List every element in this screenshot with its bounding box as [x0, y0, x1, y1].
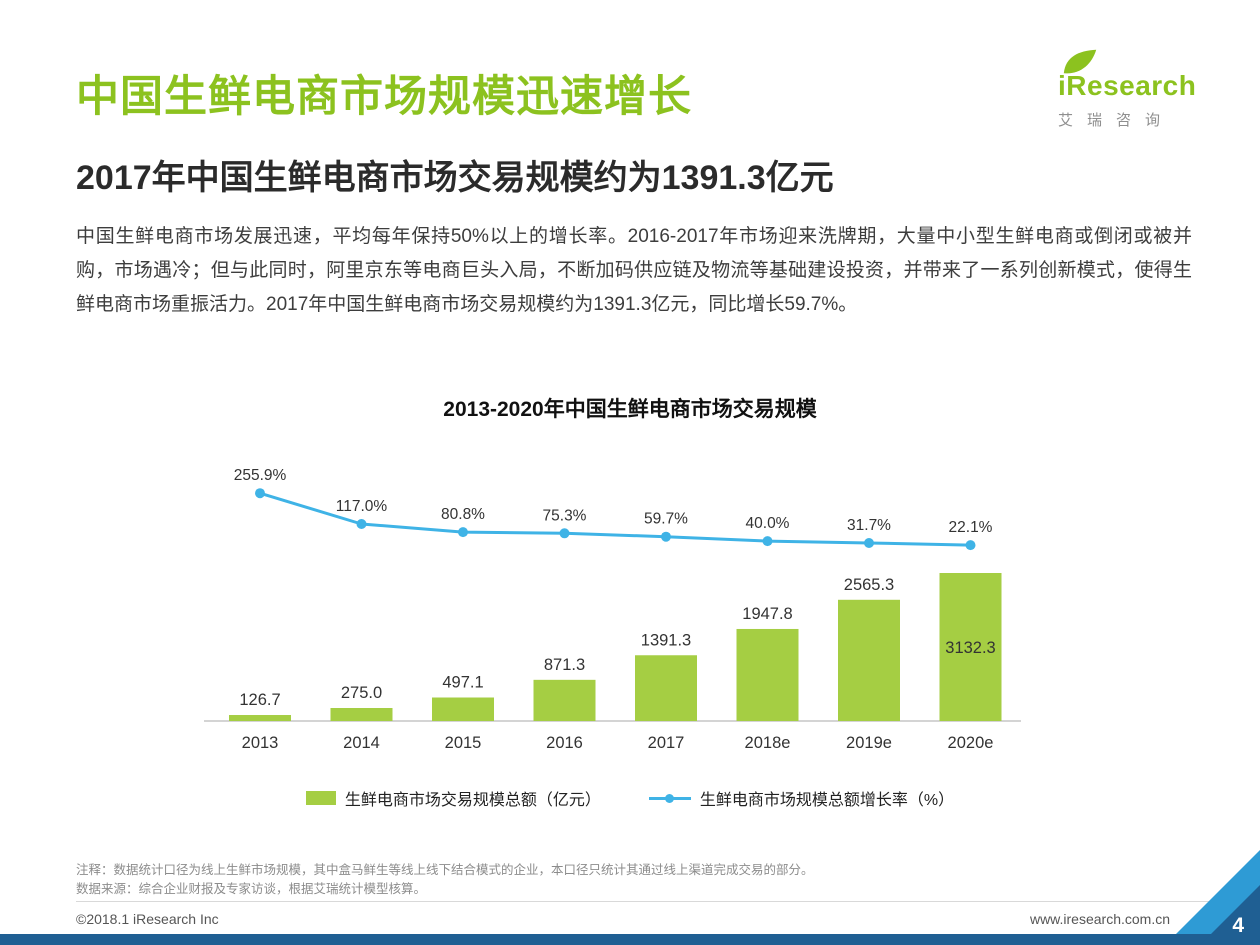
page-title: 中国生鲜电商市场规模迅速增长: [76, 73, 692, 121]
bar-label-2016: 871.3: [544, 656, 585, 674]
footnotes: 注释：数据统计口径为线上生鲜市场规模，其中盒马鲜生等线上线下结合模式的企业，本口…: [76, 861, 814, 899]
footer-divider: [76, 901, 1260, 902]
axis-label-2015: 2015: [445, 734, 482, 752]
bottom-strip: [0, 934, 1260, 945]
iresearch-logo: iResearch 艾瑞咨询: [1058, 48, 1208, 130]
legend-bar-label: 生鲜电商市场交易规模总额（亿元）: [344, 792, 601, 809]
chart-legend: 生鲜电商市场交易规模总额（亿元） 生鲜电商市场规模总额增长率（%）: [76, 786, 1184, 810]
line-point-2019e: [864, 538, 874, 548]
bar-label-2017: 1391.3: [641, 631, 691, 649]
bar-label-2020e: 3132.3: [945, 639, 995, 657]
axis-label-2020e: 2020e: [948, 734, 994, 752]
page-number: 4: [1232, 914, 1244, 937]
logo-brand-cn: 艾瑞咨询: [1058, 112, 1175, 129]
legend-bar-swatch: [305, 791, 336, 805]
bar-2017: [635, 655, 697, 721]
leaf-icon: [1063, 49, 1097, 74]
line-point-2016: [559, 528, 570, 539]
axis-label-2017: 2017: [648, 734, 685, 752]
legend-item-bars: 生鲜电商市场交易规模总额（亿元）: [305, 786, 601, 810]
bar-2020e: [939, 573, 1002, 721]
growth-label-2015: 80.8%: [441, 506, 485, 523]
line-point-2015: [458, 527, 468, 538]
bar-label-2018e: 1947.8: [742, 605, 792, 623]
axis-label-2019e: 2019e: [846, 734, 892, 752]
growth-label-2018e: 40.0%: [746, 515, 790, 532]
footnote-source: 数据来源：综合企业财报及专家访谈，根据艾瑞统计模型核算。: [76, 882, 427, 896]
axis-label-2014: 2014: [343, 734, 380, 752]
legend-line-label: 生鲜电商市场规模总额增长率（%）: [699, 792, 955, 809]
growth-label-2017: 59.7%: [644, 511, 688, 528]
growth-label-2013: 255.9%: [234, 467, 287, 484]
page-subtitle: 2017年中国生鲜电商市场交易规模约为1391.3亿元: [76, 159, 834, 197]
line-point-2020e: [965, 540, 976, 551]
axis-label-2018e: 2018e: [745, 734, 791, 752]
intro-paragraph: 中国生鲜电商市场发展迅速，平均每年保持50%以上的增长率。2016-2017年市…: [76, 226, 1192, 315]
footnote-scope: 注释：数据统计口径为线上生鲜市场规模，其中盒马鲜生等线上线下结合模式的企业，本口…: [76, 863, 814, 877]
axis-label-2013: 2013: [242, 734, 279, 752]
bar-label-2019e: 2565.3: [844, 576, 894, 594]
axis-label-2016: 2016: [546, 734, 583, 752]
growth-label-2020e: 22.1%: [949, 519, 993, 536]
line-point-2014: [356, 519, 367, 529]
footer-website: www.iresearch.com.cn: [1029, 911, 1170, 927]
bar-2015: [432, 697, 494, 721]
corner-triangle-dark: [1200, 885, 1260, 945]
line-point-2017: [661, 531, 671, 542]
bar-2019e: [838, 599, 900, 721]
line-point-2018e: [762, 536, 773, 547]
market-size-chart: 126.7 2013 275.0 2014 497.1 2015 871.3 2016 1391…: [204, 467, 1021, 752]
bar-2013: [229, 715, 291, 721]
footer-copyright: ©2018.1 iResearch Inc: [76, 911, 219, 927]
growth-label-2014: 117.0%: [336, 498, 388, 515]
chart-title: 2013-2020年中国生鲜电商市场交易规模: [443, 398, 817, 421]
legend-line-dot: [665, 793, 675, 803]
growth-label-2016: 75.3%: [543, 507, 587, 524]
growth-line: [258, 491, 972, 547]
bar-label-2015: 497.1: [442, 674, 483, 692]
logo-brand: iResearch: [1058, 70, 1197, 101]
bar-label-2014: 275.0: [341, 684, 382, 702]
legend-item-line: 生鲜电商市场规模总额增长率（%）: [648, 786, 955, 810]
bar-label-2013: 126.7: [239, 691, 280, 709]
growth-label-2019e: 31.7%: [847, 517, 891, 534]
bar-2014: [330, 708, 393, 721]
line-point-2013: [255, 488, 265, 499]
bar-2018e: [736, 628, 799, 721]
legend-line-swatch: [648, 793, 691, 803]
bar-2016: [533, 679, 596, 721]
